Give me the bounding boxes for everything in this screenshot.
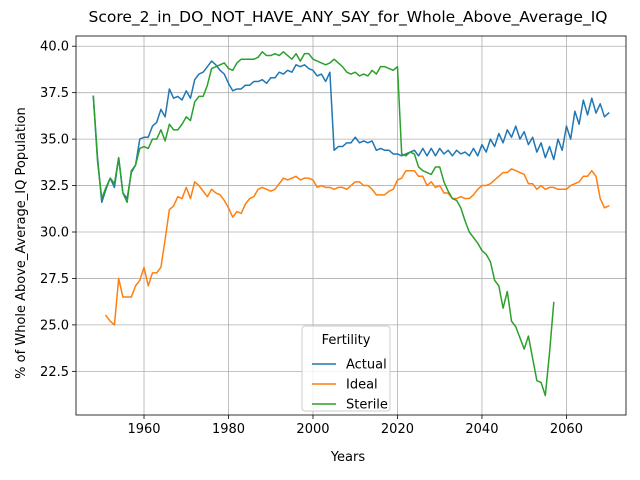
- y-tick-label: 30.0: [40, 226, 69, 241]
- y-tick-label: 22.5: [40, 365, 69, 380]
- legend-label-ideal: Ideal: [346, 378, 378, 393]
- x-tick-label: 2000: [296, 422, 329, 437]
- y-tick-label: 35.0: [40, 133, 69, 148]
- legend-title: Fertility: [322, 333, 371, 348]
- series-lines: [92, 51, 610, 397]
- x-tick-label: 2020: [381, 422, 414, 437]
- x-tick-label: 1960: [127, 422, 160, 437]
- y-axis-ticks: 22.5 25.0 27.5 30.0 32.5 35.0 37.5 40.0: [40, 40, 76, 380]
- y-tick-label: 25.0: [40, 318, 69, 333]
- series-line-actual: [92, 60, 610, 204]
- legend-box: [301, 325, 391, 412]
- legend: Fertility Actual Ideal Sterile: [301, 325, 391, 413]
- y-tick-label: 40.0: [40, 40, 69, 55]
- y-axis-label: % of Whole Above_Average_IQ Population: [14, 107, 29, 379]
- x-axis-ticks: 1960 1980 2000 2020 2040 2060: [127, 415, 583, 437]
- series-line-ideal: [104, 168, 610, 326]
- y-tick-label: 37.5: [40, 86, 69, 101]
- x-tick-label: 2060: [550, 422, 583, 437]
- legend-label-sterile: Sterile: [346, 398, 388, 413]
- plot-frame: [75, 35, 627, 416]
- x-axis-label: Years: [330, 450, 366, 465]
- y-tick-label: 27.5: [40, 272, 69, 287]
- series-line-sterile: [92, 51, 555, 397]
- x-tick-label: 1980: [212, 422, 245, 437]
- chart-title: Score_2_in_DO_NOT_HAVE_ANY_SAY_for_Whole…: [89, 8, 608, 27]
- y-tick-label: 32.5: [40, 179, 69, 194]
- legend-label-actual: Actual: [346, 358, 387, 373]
- x-tick-label: 2040: [465, 422, 498, 437]
- legend-entries: Actual Ideal Sterile: [312, 358, 388, 413]
